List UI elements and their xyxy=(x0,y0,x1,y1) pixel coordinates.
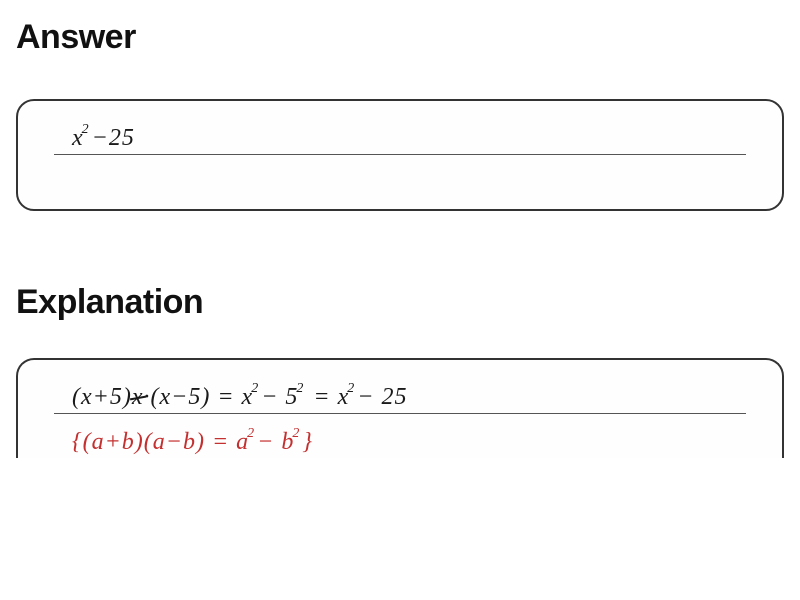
explanation-line-1: (x+5)x·(x−5) = x2− 52 = x2− 25 xyxy=(54,370,746,414)
answer-line-2-blank xyxy=(54,155,746,195)
answer-heading: Answer xyxy=(16,18,784,57)
explanation-step-1: (x+5)x·(x−5) = x2− 52 = x2− 25 xyxy=(72,384,407,411)
answer-box: x2−25 xyxy=(16,99,784,211)
explanation-box: (x+5)x·(x−5) = x2− 52 = x2− 25 {(a+b)(a−… xyxy=(16,358,784,458)
explanation-line-2: {(a+b)(a−b) = a2− b2} xyxy=(54,414,746,458)
explanation-identity: {(a+b)(a−b) = a2− b2} xyxy=(72,429,313,456)
answer-line-1: x2−25 xyxy=(54,111,746,155)
answer-expression: x2−25 xyxy=(72,125,135,152)
explanation-heading: Explanation xyxy=(16,283,784,322)
